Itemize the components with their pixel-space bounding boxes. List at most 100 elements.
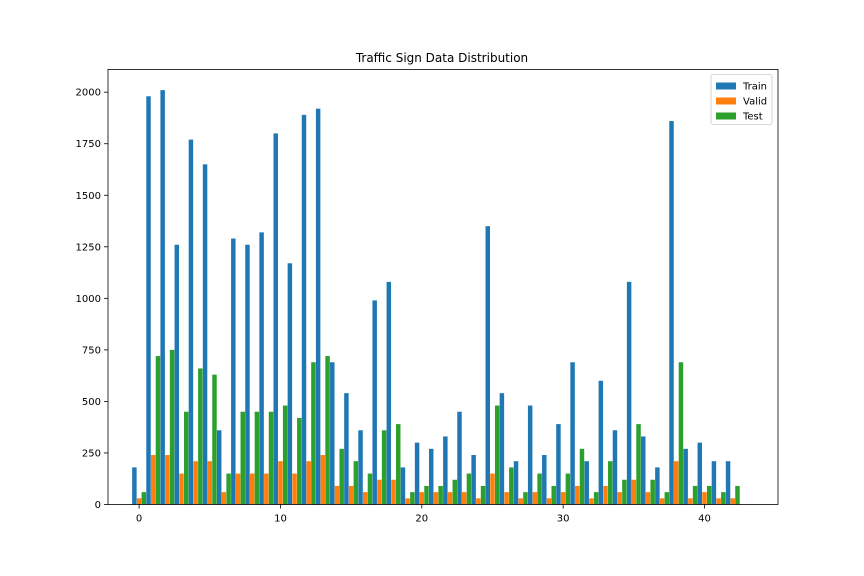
bar-test-23 <box>466 473 472 505</box>
bar-test-33 <box>608 461 613 505</box>
legend-label-train: Train <box>742 82 767 93</box>
bar-train-5 <box>202 164 208 505</box>
bar-train-9 <box>259 232 264 505</box>
bar-train-37 <box>655 467 660 505</box>
bar-valid-21 <box>433 492 439 505</box>
y-tick-label: 2000 <box>76 88 101 99</box>
bar-valid-33 <box>603 485 608 505</box>
bar-test-5 <box>212 374 217 505</box>
bar-test-35 <box>636 424 641 505</box>
bar-valid-39 <box>688 498 693 505</box>
x-tick-label: 40 <box>698 514 711 525</box>
bar-train-29 <box>542 455 547 505</box>
bar-valid-35 <box>631 479 637 505</box>
bar-valid-38 <box>673 461 679 505</box>
bar-train-8 <box>245 244 250 505</box>
bar-valid-41 <box>716 498 721 505</box>
bar-test-13 <box>325 356 330 505</box>
bar-valid-12 <box>306 461 311 505</box>
bar-valid-34 <box>617 492 622 505</box>
bar-valid-37 <box>659 498 665 505</box>
bar-train-36 <box>641 436 646 505</box>
bar-train-38 <box>669 121 674 505</box>
legend-swatch-test <box>716 112 736 120</box>
bar-train-35 <box>626 281 632 505</box>
legend-label-test: Test <box>742 112 763 123</box>
bar-train-19 <box>400 467 406 505</box>
bar-valid-19 <box>405 498 410 505</box>
bar-train-12 <box>301 114 307 505</box>
bar-test-19 <box>410 492 415 505</box>
bar-test-27 <box>523 492 528 505</box>
bar-valid-2 <box>165 455 170 505</box>
x-tick-label: 30 <box>557 514 570 525</box>
bar-valid-30 <box>560 492 566 505</box>
bar-train-17 <box>372 300 377 505</box>
bar-valid-18 <box>391 479 396 505</box>
bar-test-12 <box>311 362 316 505</box>
bar-train-42 <box>725 461 731 505</box>
y-tick-label: 250 <box>82 448 101 459</box>
bar-valid-22 <box>447 492 453 505</box>
legend-label-valid: Valid <box>743 97 767 108</box>
plot-frame <box>107 69 779 505</box>
y-tick-label: 750 <box>82 345 101 356</box>
bar-test-1 <box>155 356 161 505</box>
bar-test-38 <box>678 362 684 505</box>
bar-test-25 <box>494 405 500 505</box>
bar-valid-36 <box>645 492 651 505</box>
bar-valid-24 <box>476 498 481 505</box>
bar-test-28 <box>537 473 542 505</box>
bar-test-31 <box>579 448 585 505</box>
bar-valid-26 <box>504 492 509 505</box>
bar-valid-31 <box>575 485 580 505</box>
bar-valid-5 <box>207 461 213 505</box>
bar-valid-1 <box>150 455 156 505</box>
bar-valid-13 <box>320 455 326 505</box>
bar-train-39 <box>683 448 688 505</box>
bar-valid-32 <box>589 498 594 505</box>
bar-test-36 <box>650 479 655 505</box>
bar-train-28 <box>527 405 533 505</box>
bar-valid-27 <box>518 498 523 505</box>
bar-train-0 <box>132 467 137 505</box>
bar-train-16 <box>358 430 363 505</box>
bar-train-10 <box>273 133 278 505</box>
bar-test-17 <box>381 430 387 505</box>
bar-valid-8 <box>249 473 255 505</box>
bar-train-33 <box>598 380 604 505</box>
bar-test-30 <box>565 473 571 505</box>
bar-valid-9 <box>264 473 269 505</box>
bar-test-8 <box>254 411 260 505</box>
bar-test-42 <box>735 485 740 505</box>
x-tick-label: 10 <box>274 514 287 525</box>
bar-train-27 <box>513 461 519 505</box>
bar-valid-10 <box>278 461 283 505</box>
bar-train-25 <box>485 226 490 505</box>
bar-valid-20 <box>419 492 425 505</box>
bar-train-4 <box>188 139 194 505</box>
bar-train-24 <box>471 455 476 505</box>
bar-train-31 <box>570 362 575 505</box>
bar-train-11 <box>287 263 293 505</box>
y-tick-label: 1000 <box>76 294 101 305</box>
bar-valid-23 <box>461 492 467 505</box>
bar-test-7 <box>240 411 245 505</box>
bar-valid-29 <box>546 498 552 505</box>
bar-test-2 <box>169 349 175 505</box>
bar-test-3 <box>183 411 189 505</box>
bar-train-32 <box>584 461 589 505</box>
bar-train-3 <box>174 244 180 505</box>
legend: Train Valid Test <box>710 74 773 125</box>
bar-train-41 <box>711 461 717 505</box>
bar-valid-14 <box>334 485 340 505</box>
bar-test-32 <box>593 492 599 505</box>
bar-valid-6 <box>221 492 227 505</box>
bar-test-15 <box>353 461 359 505</box>
bars-group <box>132 90 740 505</box>
bar-valid-4 <box>193 461 198 505</box>
bar-train-6 <box>216 430 222 505</box>
x-tick-label: 20 <box>415 514 428 525</box>
bar-test-40 <box>706 485 712 505</box>
